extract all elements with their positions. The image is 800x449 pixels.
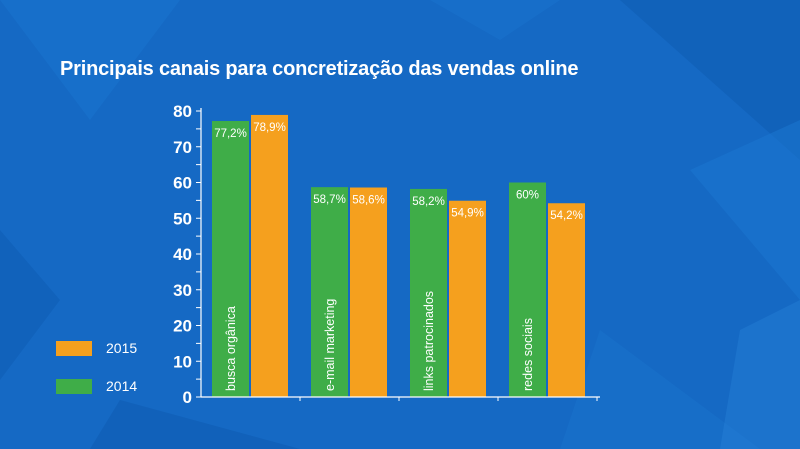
legend-label-2014: 2014 xyxy=(106,378,138,394)
y-tick-label: 10 xyxy=(173,352,192,371)
data-label-2014-links-patrocinados: 58,2% xyxy=(412,196,445,208)
bar-2014-redes-sociais xyxy=(509,182,546,397)
y-tick-label: 0 xyxy=(183,388,192,407)
bar-2015-busca-organica xyxy=(251,114,288,398)
bar-2014-links-patrocinados xyxy=(410,188,447,397)
legend-item-2014: 2014 xyxy=(56,377,137,395)
category-label-busca-organica: busca orgânica xyxy=(224,306,238,391)
data-label-2015-busca-organica: 78,9% xyxy=(253,122,286,134)
bar-2015-e-mail-marketing xyxy=(350,187,387,397)
y-tick-label: 30 xyxy=(173,281,192,300)
data-label-2014-e-mail-marketing: 58,7% xyxy=(313,194,346,206)
data-label-2015-e-mail-marketing: 58,6% xyxy=(352,195,385,207)
y-tick-label: 70 xyxy=(173,138,192,157)
y-tick-label: 50 xyxy=(173,209,192,228)
y-tick-label: 60 xyxy=(173,174,192,193)
bar-2014-e-mail-marketing xyxy=(311,187,348,397)
bar-2015-redes-sociais xyxy=(548,203,585,397)
y-tick-label: 20 xyxy=(173,317,192,336)
y-tick-label: 80 xyxy=(173,102,192,121)
bar-2014-busca-organica xyxy=(212,121,249,397)
legend-label-2015: 2015 xyxy=(106,340,138,356)
data-label-2015-links-patrocinados: 54,9% xyxy=(451,208,484,220)
bar-2015-links-patrocinados xyxy=(449,200,486,397)
legend-swatch-2014 xyxy=(56,378,92,394)
y-tick-label: 40 xyxy=(173,245,192,264)
category-label-links-patrocinados: links patrocinados xyxy=(422,291,436,391)
legend-swatch-2015 xyxy=(56,340,92,356)
category-label-e-mail-marketing: e-mail marketing xyxy=(323,299,337,391)
data-label-2015-redes-sociais: 54,2% xyxy=(550,210,583,222)
category-label-redes-sociais: redes sociais xyxy=(521,318,535,391)
chart-title: Principais canais para concretização das… xyxy=(60,58,579,80)
data-label-2014-busca-organica: 77,2% xyxy=(214,128,247,140)
legend-item-2015: 2015 xyxy=(56,339,137,357)
data-label-2014-redes-sociais: 60% xyxy=(516,190,539,202)
